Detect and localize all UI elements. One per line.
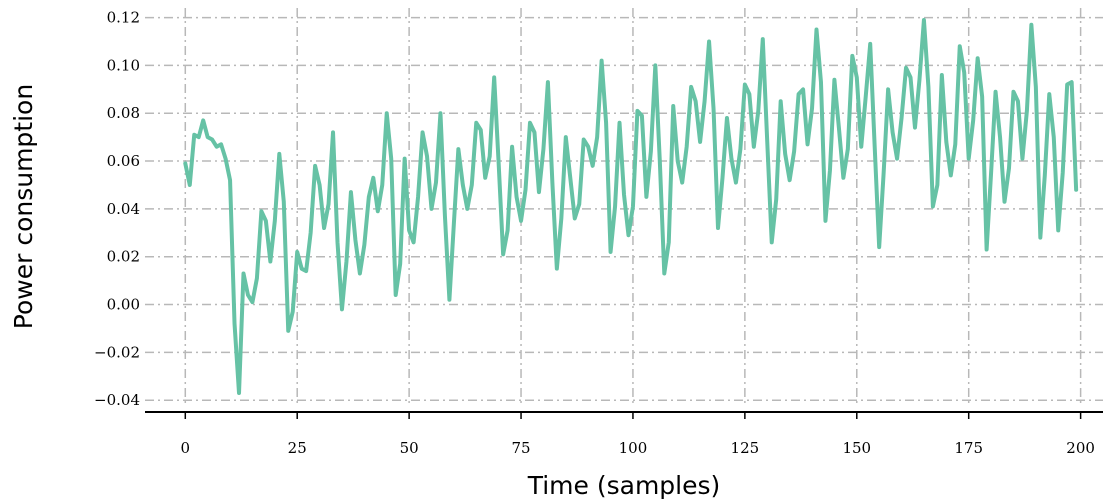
x-tick-label: 175 — [954, 439, 983, 457]
x-tick-label: 25 — [288, 439, 307, 457]
y-tick-label: −0.02 — [94, 343, 140, 361]
x-axis-label: Time (samples) — [527, 471, 721, 500]
x-axis-ticks: 0 25 50 75 100 125 150 175 200 — [181, 412, 1095, 457]
y-tick-label: 0.02 — [107, 248, 140, 266]
y-tick-label: 0.10 — [107, 56, 140, 74]
y-axis-label: Power consumption — [9, 84, 38, 329]
y-tick-label: 0.00 — [107, 296, 140, 314]
x-tick-label: 0 — [181, 439, 191, 457]
series-line-0 — [183, 17, 1079, 396]
y-tick-label: 0.08 — [107, 104, 140, 122]
x-tick-label: 150 — [842, 439, 871, 457]
y-tick-label: 0.04 — [107, 200, 140, 218]
y-tick-label: 0.12 — [107, 9, 140, 27]
y-tick-label: 0.06 — [107, 152, 140, 170]
x-tick-label: 100 — [619, 439, 648, 457]
x-tick-label: 125 — [731, 439, 760, 457]
series-group — [183, 17, 1079, 396]
x-tick-label: 200 — [1066, 439, 1095, 457]
y-axis-ticks: −0.04 −0.02 0.00 0.02 0.04 0.06 0.08 0.10 0.12 — [94, 9, 140, 410]
x-tick-label: 50 — [400, 439, 419, 457]
y-tick-label: −0.04 — [94, 391, 140, 409]
x-tick-label: 75 — [511, 439, 530, 457]
